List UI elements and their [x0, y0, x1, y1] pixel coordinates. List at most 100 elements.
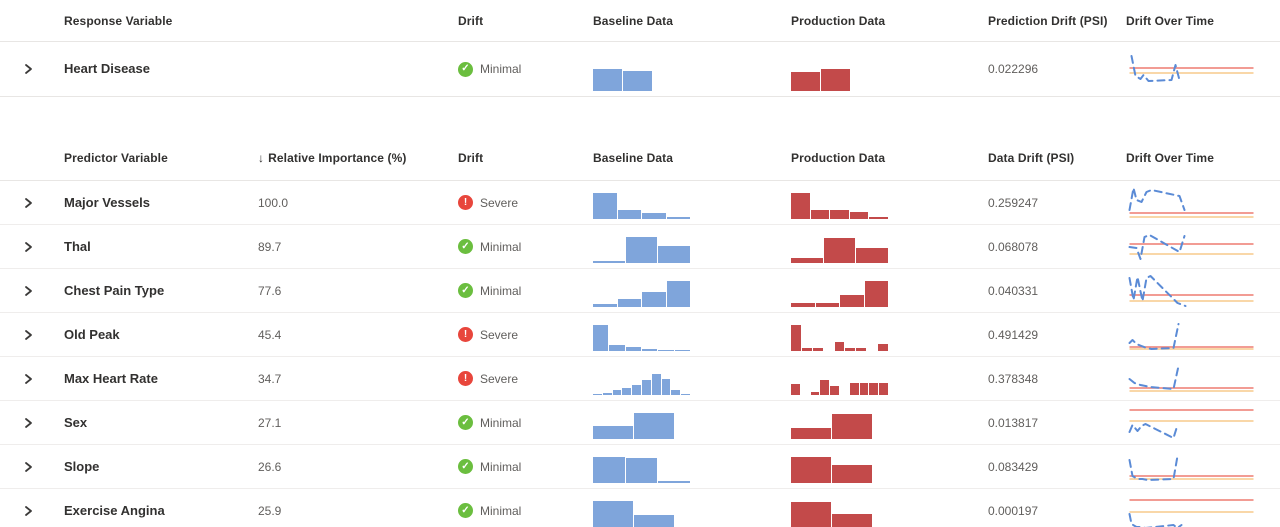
expand-row-chevron[interactable]: [0, 241, 56, 253]
histogram-bar: [634, 412, 674, 439]
production-histogram: [791, 450, 888, 483]
histogram-bar: [661, 379, 671, 395]
col-header-production-data: Production Data: [791, 13, 886, 28]
variable-name: Exercise Angina: [64, 502, 165, 518]
psi-value-cell: 0.040331: [988, 283, 1039, 298]
drift-sparkline: [1128, 274, 1254, 307]
col-header-relative-importance[interactable]: ↓ Relative Importance (%): [250, 151, 450, 165]
variable-name: Old Peak: [64, 326, 120, 342]
drift-over-time-cell: [1118, 50, 1280, 88]
drift-over-time-cell: [1118, 492, 1280, 527]
psi-value-cell: 0.013817: [988, 415, 1039, 430]
psi-value-cell: 0.022296: [988, 62, 1039, 76]
drift-status-badge: ! Severe: [450, 327, 585, 342]
expand-row-chevron[interactable]: [0, 505, 56, 517]
histogram-bar: [674, 350, 690, 351]
drift-over-time-cell: [1118, 184, 1280, 222]
expander-cell: [0, 417, 56, 429]
histogram-cell: [783, 357, 980, 400]
histogram-bar: [622, 388, 632, 395]
histogram-bar: [666, 280, 690, 307]
baseline-histogram: [593, 318, 690, 351]
histogram-bar: [593, 192, 617, 219]
variable-name-cell: Thal: [56, 238, 250, 256]
drift-series-line: [1128, 274, 1187, 307]
variable-name-cell: Slope: [56, 458, 250, 476]
variable-name-cell: Heart Disease: [56, 60, 250, 78]
histogram-bar: [830, 386, 839, 395]
baseline-histogram: [593, 362, 690, 395]
variable-name-cell: Old Peak: [56, 326, 250, 344]
relative-importance-cell: 45.4: [258, 327, 282, 342]
col-header-predictor-variable: Predictor Variable: [64, 150, 168, 165]
baseline-histogram: [593, 274, 690, 307]
histogram-bar: [791, 457, 831, 483]
checkmark-circle-icon: ✓: [458, 239, 473, 254]
histogram-bar: [593, 324, 609, 351]
col-header-data-drift-psi: Data Drift (PSI): [988, 150, 1075, 165]
drift-status-badge: ✓ Minimal: [450, 61, 585, 77]
histogram-bar: [651, 373, 661, 395]
expand-row-chevron[interactable]: [0, 417, 56, 429]
histogram-bar: [810, 391, 820, 395]
alert-circle-icon: !: [458, 371, 473, 386]
expand-row-chevron[interactable]: [0, 63, 56, 75]
drift-status-badge: ✓ Minimal: [450, 283, 585, 298]
variable-name: Slope: [64, 458, 100, 474]
table-row: Max Heart Rate 34.7! Severe 0.378348: [0, 357, 1280, 401]
drift-over-time-cell: [1118, 228, 1280, 266]
histogram-bar: [856, 347, 867, 351]
baseline-histogram: [593, 450, 691, 483]
drift-sparkline: [1128, 322, 1254, 350]
histogram-bar: [593, 68, 622, 91]
chevron-right-icon: [25, 461, 32, 472]
histogram-bar: [593, 261, 625, 263]
drift-series-line: [1128, 364, 1180, 390]
histogram-bar: [849, 382, 859, 395]
histogram-bar: [625, 458, 658, 483]
checkmark-circle-icon: ✓: [458, 61, 473, 77]
expander-cell: [0, 197, 56, 209]
production-histogram: [791, 318, 889, 351]
histogram-bar: [791, 193, 810, 219]
histogram-cell: [585, 42, 783, 96]
checkmark-circle-icon: ✓: [458, 459, 473, 474]
histogram-cell: [783, 225, 980, 268]
variable-name: Thal: [64, 238, 91, 254]
checkmark-circle-icon: ✓: [458, 283, 473, 298]
chevron-right-icon: [25, 417, 32, 428]
histogram-bar: [609, 345, 625, 351]
sort-descending-icon: ↓: [258, 150, 265, 165]
histogram-bar: [869, 217, 888, 219]
histogram-cell: [783, 401, 980, 444]
drift-status-badge: ✓ Minimal: [450, 415, 585, 430]
drift-series-line: [1128, 512, 1183, 527]
histogram-bar: [681, 393, 690, 395]
drift-status-badge: ✓ Minimal: [450, 459, 585, 474]
expand-row-chevron[interactable]: [0, 197, 56, 209]
expand-row-chevron[interactable]: [0, 373, 56, 385]
histogram-bar: [642, 292, 666, 307]
histogram-bar: [849, 211, 869, 219]
response-variable-table: Response Variable Drift Baseline Data Pr…: [0, 0, 1280, 97]
expander-cell: [0, 461, 56, 473]
histogram-cell: [783, 489, 980, 527]
expand-row-chevron[interactable]: [0, 329, 56, 341]
histogram-bar: [632, 385, 641, 395]
histogram-bar: [830, 210, 849, 219]
histogram-bar: [791, 384, 800, 395]
drift-over-time-cell: [1118, 448, 1280, 486]
col-header-drift-over-time: Drift Over Time: [1126, 13, 1214, 28]
expand-row-chevron[interactable]: [0, 461, 56, 473]
col-header-drift-over-time: Drift Over Time: [1126, 150, 1214, 165]
histogram-bar: [820, 379, 830, 395]
histogram-cell: [585, 489, 783, 527]
drift-over-time-cell: [1118, 360, 1280, 398]
histogram-bar: [602, 392, 612, 395]
checkmark-circle-icon: ✓: [458, 503, 473, 518]
drift-series-line: [1130, 55, 1181, 82]
col-header-prediction-drift-psi: Prediction Drift (PSI): [988, 13, 1108, 28]
expand-row-chevron[interactable]: [0, 285, 56, 297]
histogram-bar: [879, 383, 888, 395]
col-header-drift: Drift: [458, 150, 484, 165]
